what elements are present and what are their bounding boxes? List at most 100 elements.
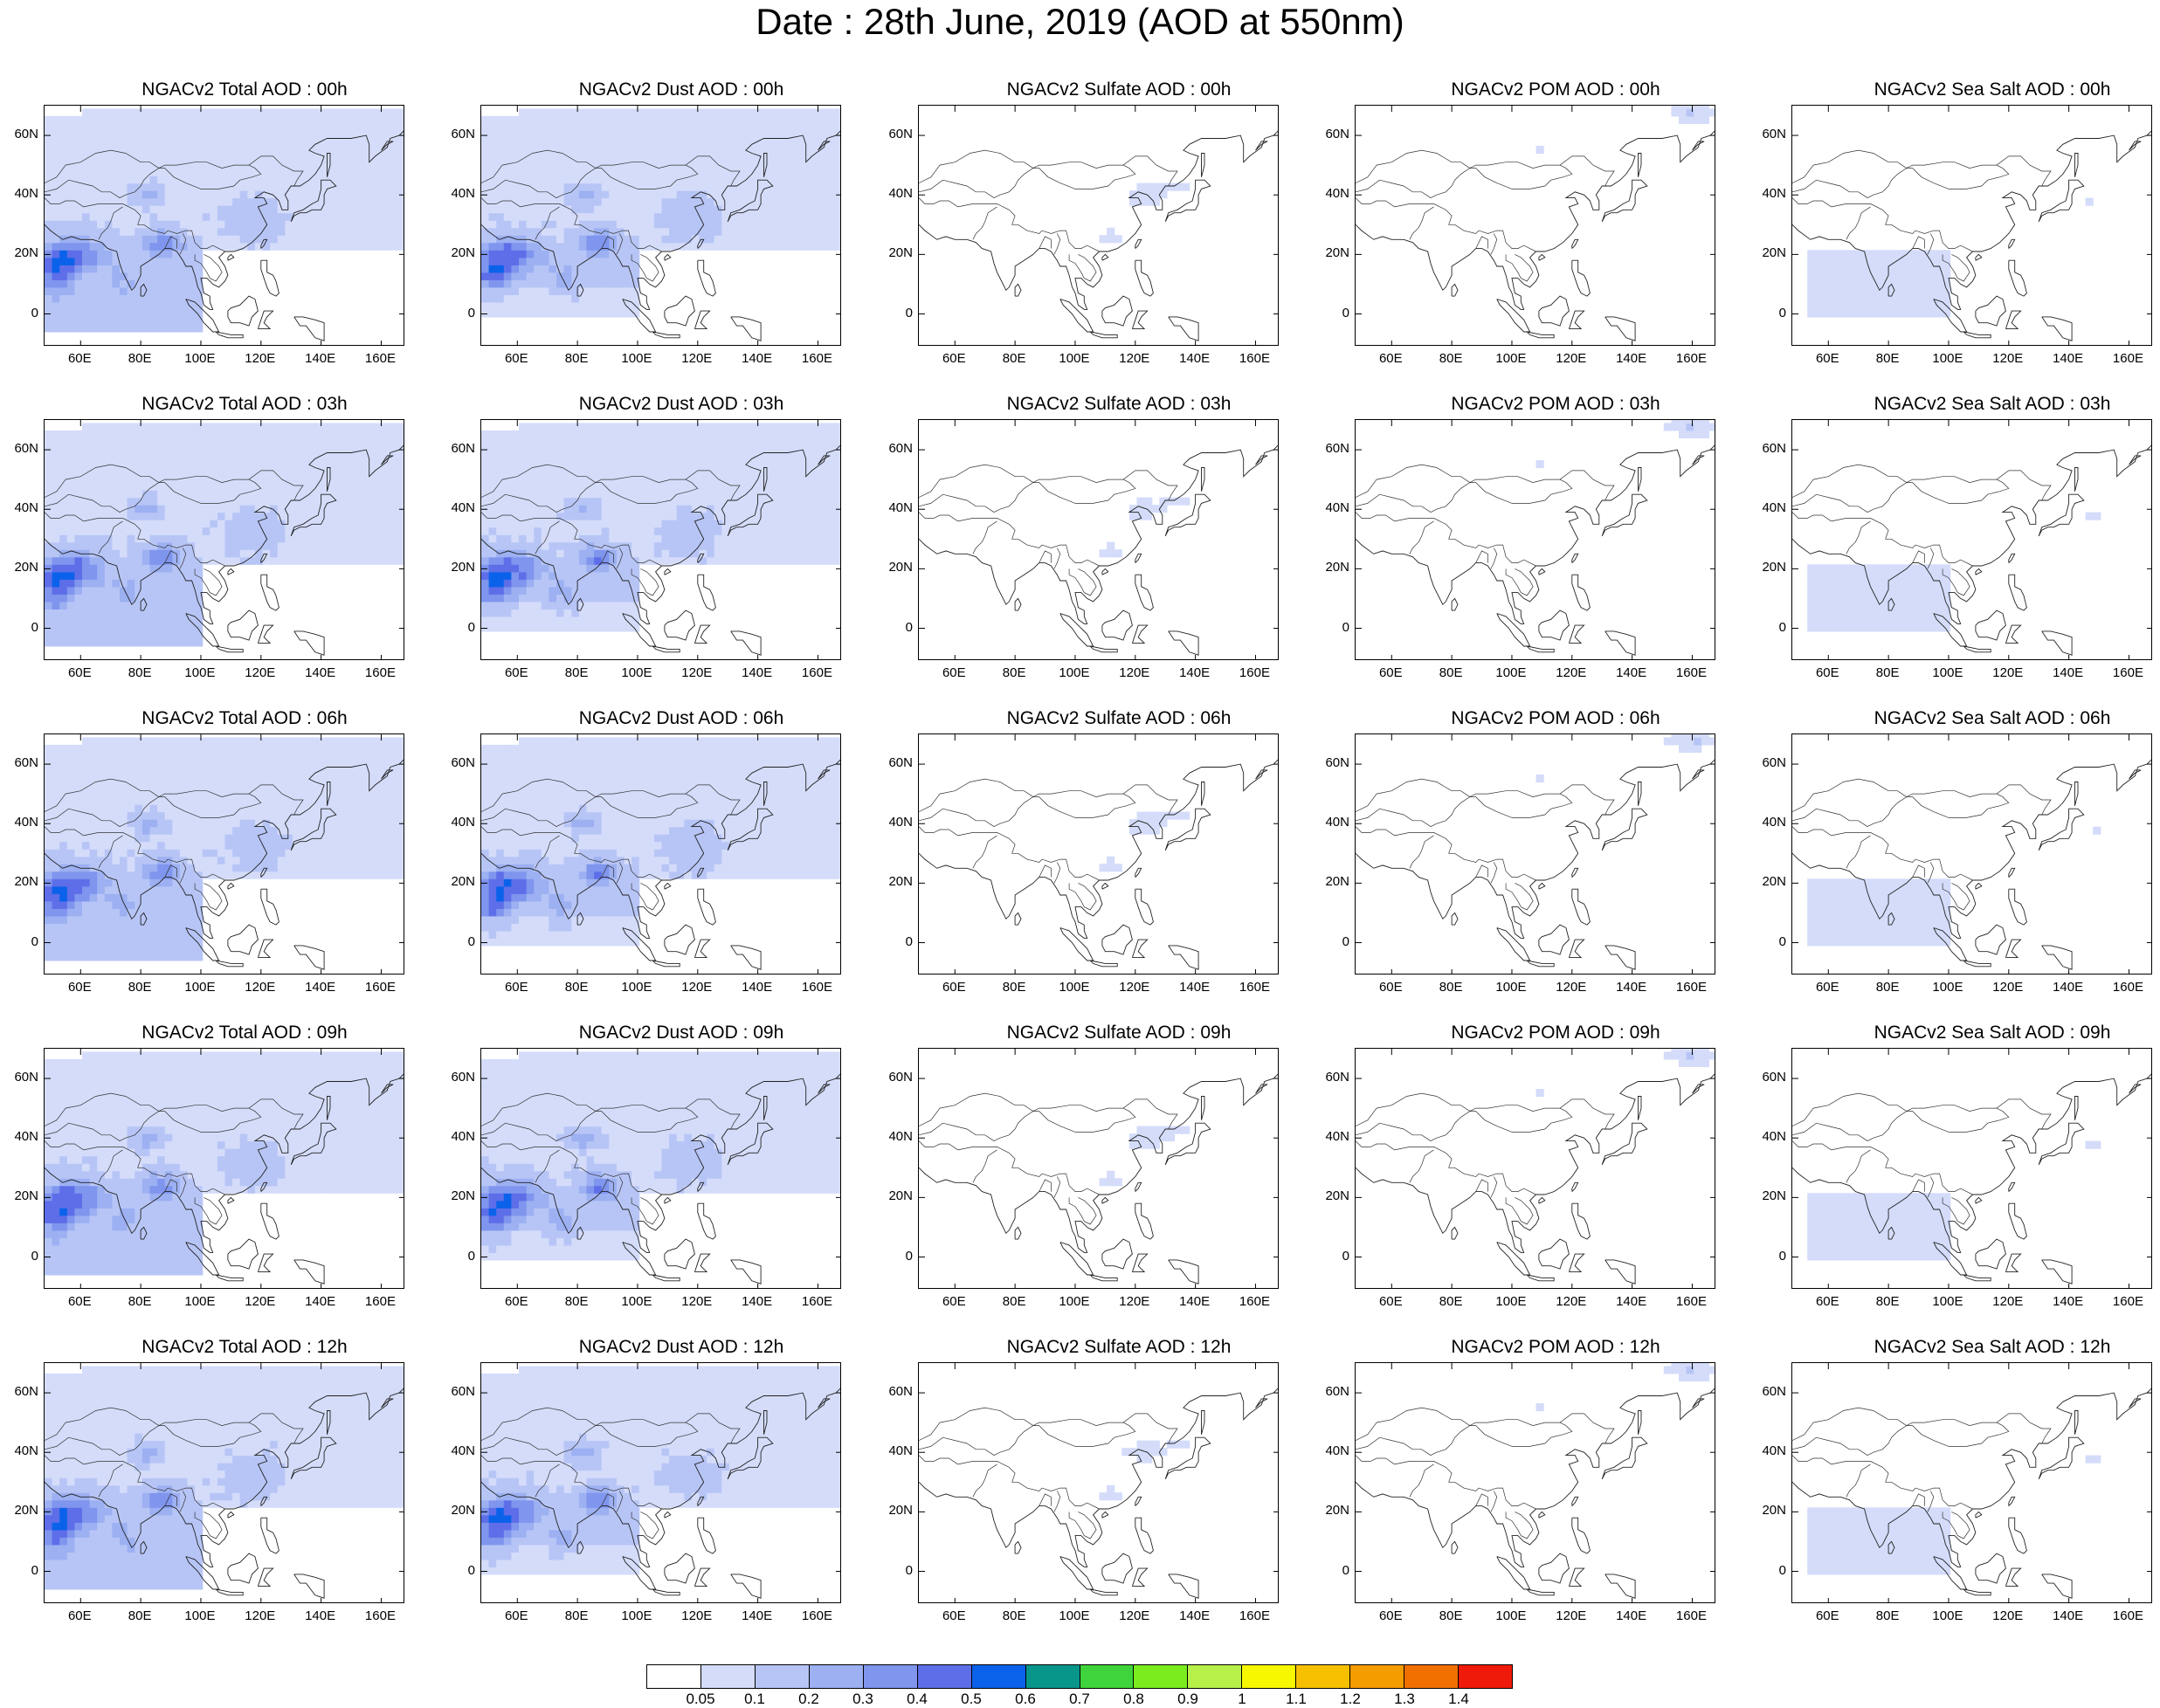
aod-map bbox=[1356, 734, 1715, 974]
lat-tick-label: 40N bbox=[451, 1443, 475, 1459]
coastline bbox=[2008, 1181, 2016, 1192]
coastline bbox=[576, 912, 584, 926]
colorbar-box bbox=[1134, 1665, 1189, 1688]
map-panel-pom-12h: NGACv2 POM AOD : 12h 60N 40N 20N 0 60E 80E 100E… bbox=[1325, 1336, 1756, 1650]
country-border bbox=[957, 832, 1100, 881]
coastline bbox=[1604, 1259, 1636, 1284]
coastline bbox=[622, 927, 657, 961]
country-border bbox=[1906, 476, 1997, 483]
lon-tick-label: 100E bbox=[1059, 351, 1090, 366]
coastline bbox=[1101, 295, 1133, 327]
coastline bbox=[1164, 808, 1211, 851]
lon-tick-label: 60E bbox=[67, 351, 92, 366]
colorbar-box bbox=[863, 1665, 918, 1688]
country-border bbox=[1792, 1455, 1832, 1465]
lon-tick-label: 140E bbox=[742, 1608, 773, 1623]
country-border bbox=[535, 206, 560, 240]
country-border bbox=[1469, 790, 1560, 797]
country-border bbox=[1409, 1464, 1434, 1498]
coastline bbox=[1933, 299, 1968, 333]
lon-tick-label: 120E bbox=[681, 980, 713, 995]
coastline bbox=[763, 782, 768, 806]
coastline bbox=[1538, 924, 1570, 955]
coastline bbox=[481, 444, 840, 624]
country-border bbox=[919, 197, 958, 208]
lat-tick-label: 40N bbox=[1762, 1129, 1786, 1145]
colorbar-label: 0.1 bbox=[744, 1691, 765, 1707]
lon-tick-label: 100E bbox=[184, 351, 216, 366]
aod-map bbox=[1792, 734, 2151, 974]
country-border bbox=[535, 1464, 560, 1498]
coastline bbox=[1526, 645, 1555, 653]
axis-ticks bbox=[45, 734, 404, 974]
lat-tick-label: 60N bbox=[451, 1384, 475, 1400]
map-frame bbox=[44, 1048, 404, 1289]
panel-title: NGACv2 Sea Salt AOD : 03h bbox=[1874, 394, 2111, 414]
panel-title: NGACv2 Total AOD : 09h bbox=[141, 1023, 348, 1043]
coastline bbox=[1131, 1253, 1149, 1273]
lon-tick-label: 60E bbox=[504, 665, 528, 680]
coastline bbox=[45, 1073, 404, 1253]
coastline bbox=[227, 568, 235, 575]
country-border bbox=[919, 1407, 1033, 1441]
country-border bbox=[1053, 1491, 1061, 1512]
lon-tick-label: 80E bbox=[128, 980, 152, 995]
coastline bbox=[1164, 493, 1211, 537]
lon-tick-label: 60E bbox=[67, 980, 92, 995]
lon-tick-label: 160E bbox=[364, 1294, 396, 1309]
coastline bbox=[1089, 331, 1118, 339]
panel-title: NGACv2 Total AOD : 06h bbox=[141, 708, 348, 728]
country-border bbox=[164, 550, 177, 563]
coastline bbox=[1526, 1274, 1555, 1282]
panel-title: NGACv2 Sea Salt AOD : 00h bbox=[1874, 79, 2111, 100]
lon-tick-label: 120E bbox=[1556, 1294, 1587, 1309]
country-border bbox=[481, 784, 741, 828]
coastline bbox=[260, 574, 279, 611]
country-border bbox=[972, 520, 997, 554]
coastline bbox=[919, 759, 1278, 939]
coastline bbox=[1975, 882, 1983, 890]
lon-tick-label: 140E bbox=[742, 980, 773, 995]
coastline bbox=[730, 1574, 762, 1599]
country-border bbox=[1394, 832, 1536, 881]
map-frame bbox=[1355, 733, 1715, 975]
coastline bbox=[727, 1436, 774, 1480]
country-border bbox=[520, 832, 662, 881]
lat-tick-label: 40N bbox=[1325, 186, 1349, 202]
country-border bbox=[83, 203, 225, 252]
lon-tick-label: 120E bbox=[681, 1608, 713, 1623]
lon-tick-label: 160E bbox=[2112, 980, 2143, 995]
coastline bbox=[1571, 259, 1591, 297]
lon-tick-label: 120E bbox=[1119, 1294, 1150, 1309]
coastline bbox=[1975, 1196, 1983, 1204]
axis-ticks bbox=[919, 734, 1278, 974]
coastline bbox=[1496, 299, 1531, 333]
coastline bbox=[185, 613, 220, 647]
lon-tick-label: 60E bbox=[942, 980, 966, 995]
lon-tick-label: 140E bbox=[1179, 665, 1211, 680]
coastline bbox=[2038, 808, 2085, 851]
coastline bbox=[1101, 568, 1109, 575]
country-border bbox=[1792, 1407, 1907, 1441]
coastline bbox=[1538, 253, 1546, 261]
lat-tick-label: 0 bbox=[1342, 1248, 1349, 1264]
coastline bbox=[818, 141, 831, 151]
map-panel-total-06h: NGACv2 Total AOD : 06h 60N 40N 20N 0 60E 80E 10… bbox=[14, 707, 445, 1022]
country-border bbox=[1475, 1179, 1488, 1192]
coastline bbox=[1571, 1496, 1579, 1506]
coastline bbox=[1356, 1388, 1715, 1567]
coastline bbox=[2008, 1202, 2027, 1240]
country-border bbox=[1906, 790, 1997, 797]
country-border bbox=[957, 1461, 1100, 1510]
lon-tick-label: 60E bbox=[1815, 1608, 1839, 1623]
country-border bbox=[1490, 1491, 1498, 1512]
coastline bbox=[664, 1238, 695, 1270]
country-border bbox=[481, 197, 521, 208]
aod-shading bbox=[45, 1366, 404, 1590]
lon-tick-label: 160E bbox=[2112, 1608, 2143, 1623]
coastline bbox=[1975, 568, 1983, 575]
lat-tick-label: 0 bbox=[31, 1248, 38, 1264]
country-border bbox=[1792, 512, 1832, 522]
lon-tick-label: 160E bbox=[1675, 351, 1707, 366]
lon-tick-label: 60E bbox=[1815, 980, 1839, 995]
